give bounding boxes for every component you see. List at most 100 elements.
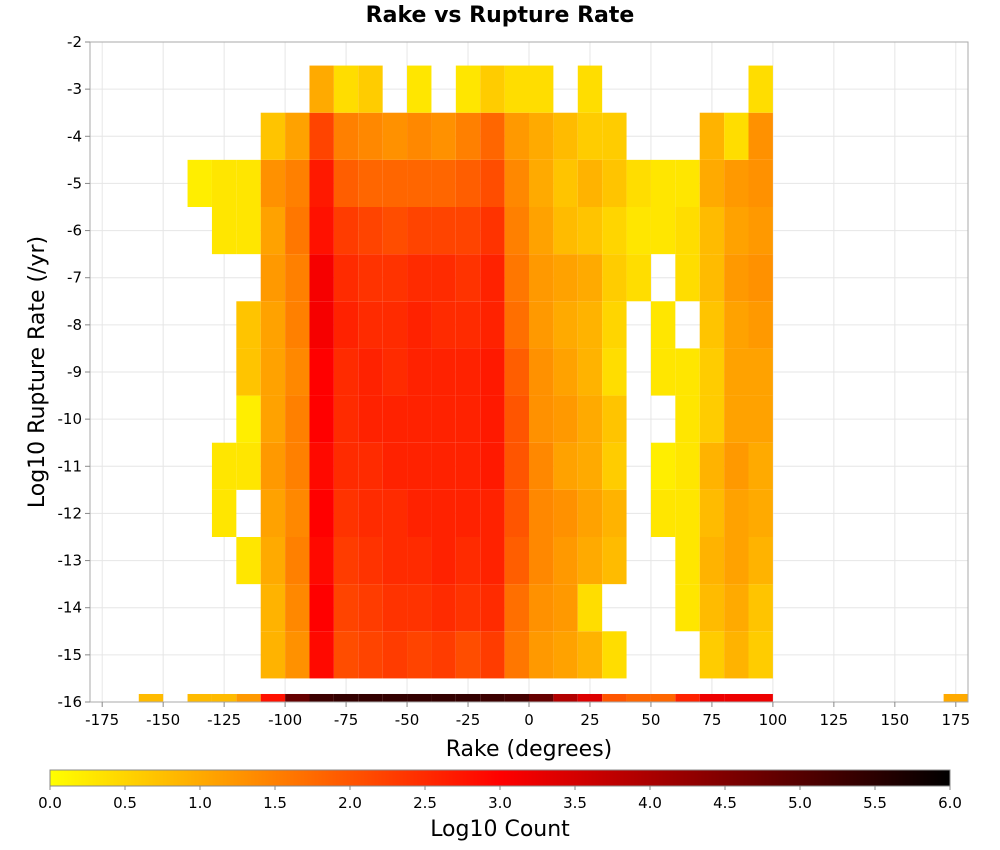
heatmap-cell [504, 112, 529, 160]
heatmap-cell [187, 159, 212, 207]
heatmap-cell [285, 348, 310, 396]
heatmap-cell [333, 489, 359, 537]
heatmap-cell [699, 207, 725, 255]
heatmap-cell [309, 537, 334, 585]
x-axis-ticks: -175 -150 -125 -100 -75 -50 -25 0 25 50 75 100 125 15… [85, 702, 970, 729]
heatmap-cell [431, 207, 456, 255]
heatmap-cell [699, 112, 725, 160]
heatmap-cell [529, 159, 554, 207]
x-tick-label: 75 [702, 711, 721, 729]
heatmap-cell [480, 301, 505, 349]
heatmap-cell [650, 693, 676, 702]
x-tick-label: -25 [456, 711, 481, 729]
colorbar-tick-label: 0.5 [113, 794, 137, 812]
heatmap-cell [529, 442, 554, 490]
colorbar-tick-label: 1.5 [263, 794, 287, 812]
heatmap-cell [260, 442, 286, 490]
heatmap-cell [675, 348, 700, 396]
heatmap-cell [431, 584, 456, 632]
heatmap-cell [577, 254, 603, 302]
heatmap-cell [138, 693, 164, 702]
x-tick-label: -75 [334, 711, 359, 729]
heatmap-cell [724, 489, 749, 537]
heatmap-cell [553, 159, 578, 207]
heatmap-cell [382, 395, 408, 443]
heatmap-cell [602, 112, 627, 160]
heatmap-cell [748, 489, 773, 537]
heatmap-cell [602, 301, 627, 349]
x-tick-label: -125 [207, 711, 241, 729]
heatmap-cell [626, 207, 651, 255]
colorbar-ticks: 0.0 0.5 1.0 1.5 2.0 2.5 3.0 3.5 4.0 4.5 5.0 5.5 6.0 [38, 786, 962, 812]
heatmap-cell [480, 348, 505, 396]
heatmap-cell [382, 254, 408, 302]
heatmap-cell [236, 693, 261, 702]
heatmap-cell [602, 254, 627, 302]
heatmap-cell [358, 489, 383, 537]
heatmap-cell [431, 301, 456, 349]
heatmap-cell [333, 584, 359, 632]
heatmap-cell [309, 489, 334, 537]
heatmap-cell [455, 301, 481, 349]
heatmap-cell [699, 159, 725, 207]
y-tick-label: -6 [67, 222, 82, 240]
x-axis-label: Rake (degrees) [446, 737, 613, 762]
heatmap-cell [724, 442, 749, 490]
heatmap-cell [407, 207, 432, 255]
heatmap-cell [650, 207, 676, 255]
heatmap-cell [553, 254, 578, 302]
heatmap-cell [748, 348, 773, 396]
heatmap-cell [382, 207, 408, 255]
heatmap-cell [724, 395, 749, 443]
heatmap-cell [309, 112, 334, 160]
y-tick-label: -7 [67, 269, 82, 287]
heatmap-cell [724, 584, 749, 632]
heatmap-cell [577, 348, 603, 396]
y-tick-label: -4 [67, 127, 82, 145]
heatmap-cell [602, 442, 627, 490]
heatmap-cell [943, 693, 968, 702]
heatmap-cell [480, 65, 505, 113]
heatmap-cell [748, 207, 773, 255]
heatmap-cell [480, 112, 505, 160]
heatmap-cell [675, 442, 700, 490]
heatmap-cell [577, 112, 603, 160]
heatmap-cell [724, 254, 749, 302]
heatmap-cell [699, 489, 725, 537]
heatmap-cell [382, 693, 408, 702]
heatmap-cell [333, 65, 359, 113]
heatmap-cell [650, 159, 676, 207]
heatmap-cell [309, 631, 334, 679]
heatmap-cell [455, 693, 481, 702]
heatmap-cell [382, 631, 408, 679]
heatmap-cell [553, 395, 578, 443]
heatmap-cell [407, 537, 432, 585]
y-tick-label: -5 [67, 174, 82, 192]
heatmap-cell [285, 207, 310, 255]
heatmap-cell [455, 489, 481, 537]
heatmap-cell [236, 207, 261, 255]
heatmap-cell [650, 301, 676, 349]
heatmap-cell [260, 348, 286, 396]
colorbar-tick-label: 2.5 [413, 794, 437, 812]
heatmap-cell [675, 254, 700, 302]
heatmap-cell [724, 537, 749, 585]
heatmap-cell [236, 537, 261, 585]
heatmap-cell [236, 395, 261, 443]
heatmap-cell [455, 442, 481, 490]
heatmap-cell [724, 112, 749, 160]
heatmap-cell [431, 489, 456, 537]
heatmap-cell [748, 537, 773, 585]
heatmap-cell [333, 254, 359, 302]
heatmap-cell [285, 442, 310, 490]
y-tick-label: -10 [58, 410, 83, 428]
heatmap-cell [309, 254, 334, 302]
heatmap-cell [650, 442, 676, 490]
heatmap-cell [504, 537, 529, 585]
heatmap-cell [553, 631, 578, 679]
heatmap-cell [358, 348, 383, 396]
heatmap-cell [455, 395, 481, 443]
heatmap-cell [407, 693, 432, 702]
colorbar [49, 769, 951, 787]
heatmap-cell [333, 442, 359, 490]
